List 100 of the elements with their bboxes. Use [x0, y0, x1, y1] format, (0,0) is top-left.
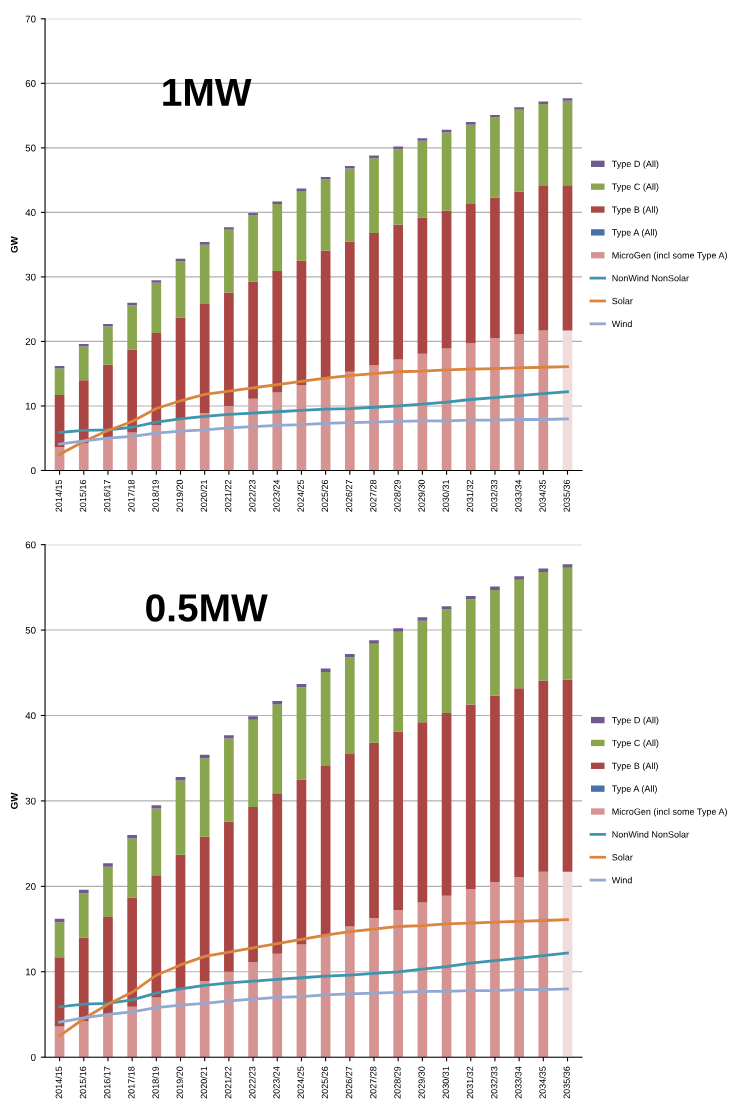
x-tick-label: 2016/17: [103, 479, 111, 512]
x-tick-label: 2016/17: [103, 1066, 111, 1099]
y-axis-title: GW: [10, 236, 18, 253]
bar: [272, 953, 283, 1058]
x-tick-label: 2017/18: [127, 479, 135, 512]
x-tick-label: 2025/26: [321, 479, 329, 512]
bar: [248, 719, 258, 807]
bar: [369, 917, 379, 1058]
bar: [54, 365, 65, 369]
bar: [562, 567, 573, 680]
bar: [199, 758, 210, 837]
x-tick-label: 2031/32: [466, 1066, 474, 1099]
x-tick-label: 2030/31: [442, 479, 449, 512]
y-tick-label: 10: [25, 968, 36, 976]
bar: [175, 780, 186, 855]
bar: [417, 722, 428, 903]
line-series: [58, 365, 569, 456]
x-tick-label: 2024/25: [297, 479, 304, 512]
bar: [127, 838, 137, 898]
bar: [296, 779, 307, 945]
bar: [78, 443, 89, 471]
bar: [54, 368, 65, 395]
legend-label: NonWind NonSolar: [612, 274, 689, 282]
bar: [151, 808, 162, 876]
bar: [465, 888, 476, 1058]
bar: [199, 244, 210, 305]
bar: [344, 165, 355, 169]
bar: [151, 333, 162, 426]
line-series: [58, 417, 569, 446]
bar: [514, 107, 524, 110]
x-tick-label: 2025/26: [321, 1066, 329, 1099]
bar: [127, 305, 137, 350]
bar: [514, 109, 524, 192]
bar: [151, 282, 162, 334]
bar: [272, 204, 283, 272]
legend-label: Type D (All): [611, 716, 659, 726]
x-tick-label: 2021/22: [224, 479, 232, 512]
bar: [538, 185, 549, 331]
bar: [393, 910, 404, 1058]
bar: [393, 631, 404, 732]
y-tick-label: 30: [25, 797, 36, 805]
bar: [490, 197, 500, 339]
bar: [151, 425, 162, 471]
bar: [344, 926, 355, 1058]
y-tick-label: 50: [25, 144, 36, 152]
line-series: [58, 951, 569, 1009]
bar: [54, 922, 65, 958]
bar: [248, 962, 258, 1058]
x-tick-label: 2020/21: [200, 1066, 208, 1099]
bar: [417, 138, 428, 141]
legend-label: Solar: [612, 853, 633, 861]
bar: [224, 738, 234, 822]
bar: [296, 260, 307, 386]
legend-label: Type A (All): [611, 229, 657, 238]
x-tick-label: 2022/23: [248, 1066, 256, 1099]
bar: [199, 754, 210, 759]
bar: [224, 405, 234, 471]
y-tick-label: 40: [25, 712, 36, 720]
bar: [344, 653, 355, 658]
bar: [199, 242, 210, 245]
bar: [417, 620, 428, 723]
bar: [514, 191, 524, 335]
bar: [103, 917, 113, 1015]
bar: [465, 204, 476, 344]
x-tick-label: 2029/30: [418, 1066, 425, 1099]
bar: [441, 210, 452, 349]
bar: [417, 617, 428, 621]
y-tick-label: 10: [25, 402, 36, 410]
bar: [369, 742, 379, 918]
bar: [344, 657, 355, 754]
bar: [224, 229, 234, 293]
x-tick-label: 2020/21: [200, 479, 208, 512]
x-tick-label: 2035/36: [563, 479, 570, 512]
bar: [538, 871, 549, 1058]
bar: [127, 349, 137, 433]
bar: [78, 889, 89, 894]
bar: [562, 100, 573, 186]
bar: [320, 671, 331, 766]
bar: [514, 579, 524, 689]
bar: [78, 937, 89, 1022]
bar: [514, 334, 524, 471]
bar: [127, 897, 137, 1007]
legend-label: Type B (All): [611, 762, 658, 771]
bar: [441, 606, 452, 610]
x-tick-label: 2027/28: [369, 479, 377, 512]
bar: [103, 364, 113, 439]
bar: [562, 679, 573, 872]
legend-label: Wind: [611, 320, 632, 328]
bar: [465, 704, 476, 889]
x-tick-label: 2014/15: [55, 1066, 62, 1099]
y-tick-label: 40: [25, 209, 36, 216]
bar: [175, 261, 186, 318]
legend-label: MicroGen (incl some Type A): [612, 808, 727, 817]
text: 0.5MW: [146, 594, 268, 622]
bar: [78, 893, 89, 938]
bar: [151, 875, 162, 998]
line-series: [58, 987, 569, 1024]
bar: [344, 168, 355, 242]
y-tick-label: 20: [25, 338, 36, 346]
bar: [103, 324, 113, 327]
